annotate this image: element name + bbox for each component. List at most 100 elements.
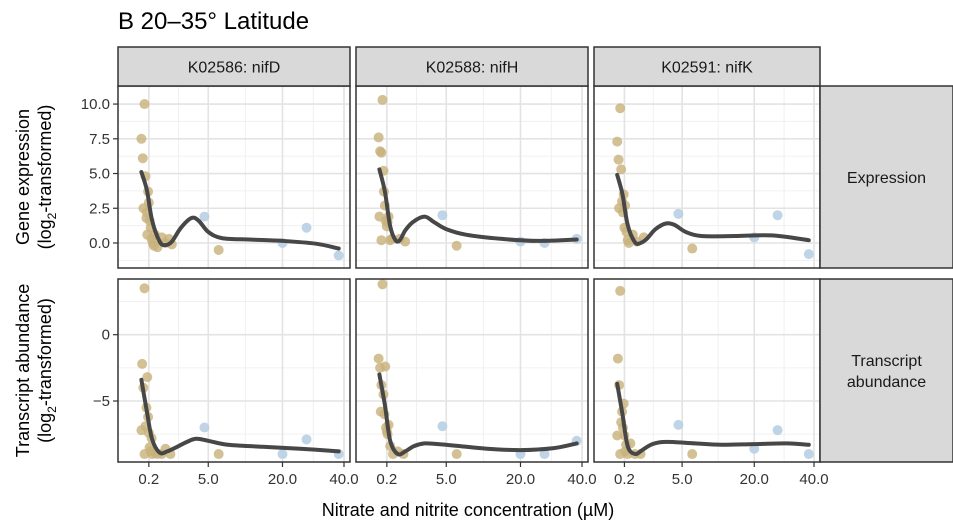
y-tick-label: −5 — [93, 393, 110, 410]
column-strips: K02586: nifD K02588: nifH K02591: nifK — [117, 46, 821, 87]
smooth-curve — [377, 372, 579, 457]
y-tick-label: 2.5 — [89, 200, 110, 217]
y-axis-title-line2: (log2-transformed) — [35, 105, 59, 250]
data-point-high — [301, 222, 312, 233]
data-point-low — [139, 99, 150, 110]
data-point-low — [615, 103, 626, 114]
y-axis-title-line2: (log2-transformed) — [35, 298, 59, 443]
y-axis-title-line1: Transcript abundance — [13, 284, 33, 457]
data-point-low — [451, 240, 462, 251]
smooth-curve — [615, 172, 811, 246]
column-strip — [355, 46, 589, 87]
row-strip — [819, 85, 953, 269]
x-axes: 0.2 5.0 20.0 40.0 0.2 5.0 20.0 40.0 0.2 5.0 20.0 40… — [138, 462, 829, 488]
panel-0-2 — [593, 85, 821, 269]
row-strips: Expression Transcript abundance — [819, 85, 953, 463]
data-point-high — [749, 443, 760, 454]
data-point-low — [615, 449, 626, 460]
data-point-low — [612, 136, 623, 147]
panel-background — [356, 279, 588, 462]
data-point-low — [687, 243, 698, 254]
data-point-low — [137, 358, 148, 369]
y-tick-label: 0 — [102, 327, 110, 344]
data-point-low — [373, 132, 384, 143]
x-tick-label: 40.0 — [329, 471, 358, 488]
x-tick-label: 40.0 — [567, 471, 596, 488]
data-point-low — [451, 449, 462, 460]
data-point-low — [612, 430, 623, 441]
column-strip-label: K02588: nifH — [426, 60, 519, 77]
smooth-curve — [139, 377, 341, 456]
data-point-low — [623, 237, 634, 248]
data-point-low — [376, 147, 387, 158]
data-point-high — [277, 449, 288, 460]
data-point-high — [301, 434, 312, 445]
panel-0-0 — [117, 85, 351, 269]
data-point-low — [213, 244, 224, 255]
column-strip — [593, 46, 821, 87]
data-point-high — [803, 249, 814, 260]
data-point-high — [803, 449, 814, 460]
x-axis-title: Nitrate and nitrite concentration (µM) — [322, 500, 615, 520]
figure-title: B 20–35° Latitude — [118, 8, 309, 35]
row-strip — [819, 278, 953, 463]
row-strip-label: abundance — [847, 374, 926, 391]
data-point-low — [213, 449, 224, 460]
x-tick-label: 20.0 — [740, 471, 769, 488]
x-tick-label: 0.2 — [138, 471, 159, 488]
data-point-low — [137, 153, 148, 164]
panel-1-1 — [355, 278, 589, 463]
data-point-low — [374, 211, 385, 222]
data-point-low — [373, 353, 384, 364]
data-point-low — [139, 283, 150, 294]
panel-background — [118, 279, 350, 462]
y-axis-title-0: Gene expression (log2-transformed) — [13, 105, 59, 250]
data-point-low — [615, 285, 626, 296]
row-strip-label: Expression — [847, 170, 926, 187]
data-point-low — [376, 235, 387, 246]
y-axis-title-1: Transcript abundance (log2-transformed) — [13, 284, 59, 457]
data-point-high — [199, 211, 210, 222]
smooth-curve — [139, 170, 341, 251]
data-point-high — [199, 422, 210, 433]
x-tick-label: 20.0 — [268, 471, 297, 488]
data-point-low — [613, 154, 624, 165]
y-axis-titles: Gene expression (log2-transformed)Transcr… — [13, 105, 59, 458]
data-point-low — [142, 372, 153, 383]
x-tick-label: 0.2 — [614, 471, 635, 488]
panel-1-0 — [117, 278, 351, 463]
data-point-low — [616, 164, 627, 175]
data-point-low — [612, 353, 623, 364]
data-point-high — [772, 425, 783, 436]
data-point-low — [139, 449, 150, 460]
data-point-low — [375, 406, 386, 417]
row-strip-label: Transcript — [851, 353, 922, 370]
y-tick-label: 5.0 — [89, 166, 110, 183]
data-point-high — [539, 449, 550, 460]
data-point-low — [377, 94, 388, 105]
panel-1-2 — [593, 278, 821, 463]
x-tick-label: 0.2 — [376, 471, 397, 488]
x-tick-label: 5.0 — [436, 471, 457, 488]
column-strip-label: K02591: nifK — [661, 60, 753, 77]
data-point-high — [673, 208, 684, 219]
smooth-curve — [615, 381, 811, 457]
data-point-high — [437, 421, 448, 432]
x-tick-label: 40.0 — [799, 471, 828, 488]
column-strip — [117, 46, 351, 87]
data-point-high — [772, 210, 783, 221]
data-point-low — [380, 361, 391, 372]
panel-border — [117, 278, 351, 463]
panel-0-1 — [355, 85, 589, 269]
y-axes: 0.0 2.5 5.0 7.5 10.0 −5 0 — [81, 96, 118, 410]
data-point-low — [687, 449, 698, 460]
data-point-high — [437, 210, 448, 221]
y-tick-label: 10.0 — [81, 96, 110, 113]
data-point-low — [136, 133, 147, 144]
x-tick-label: 5.0 — [672, 471, 693, 488]
y-tick-label: 7.5 — [89, 131, 110, 148]
y-tick-label: 0.0 — [89, 235, 110, 252]
data-point-high — [673, 419, 684, 430]
x-tick-label: 20.0 — [506, 471, 535, 488]
y-axis-title-line1: Gene expression — [13, 109, 33, 245]
